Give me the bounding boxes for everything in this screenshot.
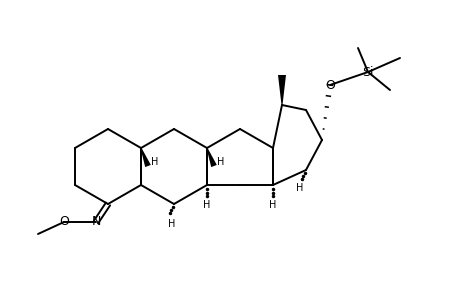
Text: O: O (59, 215, 69, 229)
Text: N: N (91, 215, 101, 229)
Text: H: H (269, 200, 276, 210)
Text: H: H (203, 200, 210, 210)
Text: H: H (168, 219, 175, 229)
Text: H: H (151, 157, 158, 167)
Text: H: H (296, 183, 303, 193)
Polygon shape (277, 75, 285, 105)
Text: H: H (217, 157, 224, 167)
Polygon shape (140, 148, 151, 167)
Text: Si: Si (362, 65, 373, 79)
Polygon shape (206, 148, 216, 167)
Text: O: O (325, 79, 334, 92)
